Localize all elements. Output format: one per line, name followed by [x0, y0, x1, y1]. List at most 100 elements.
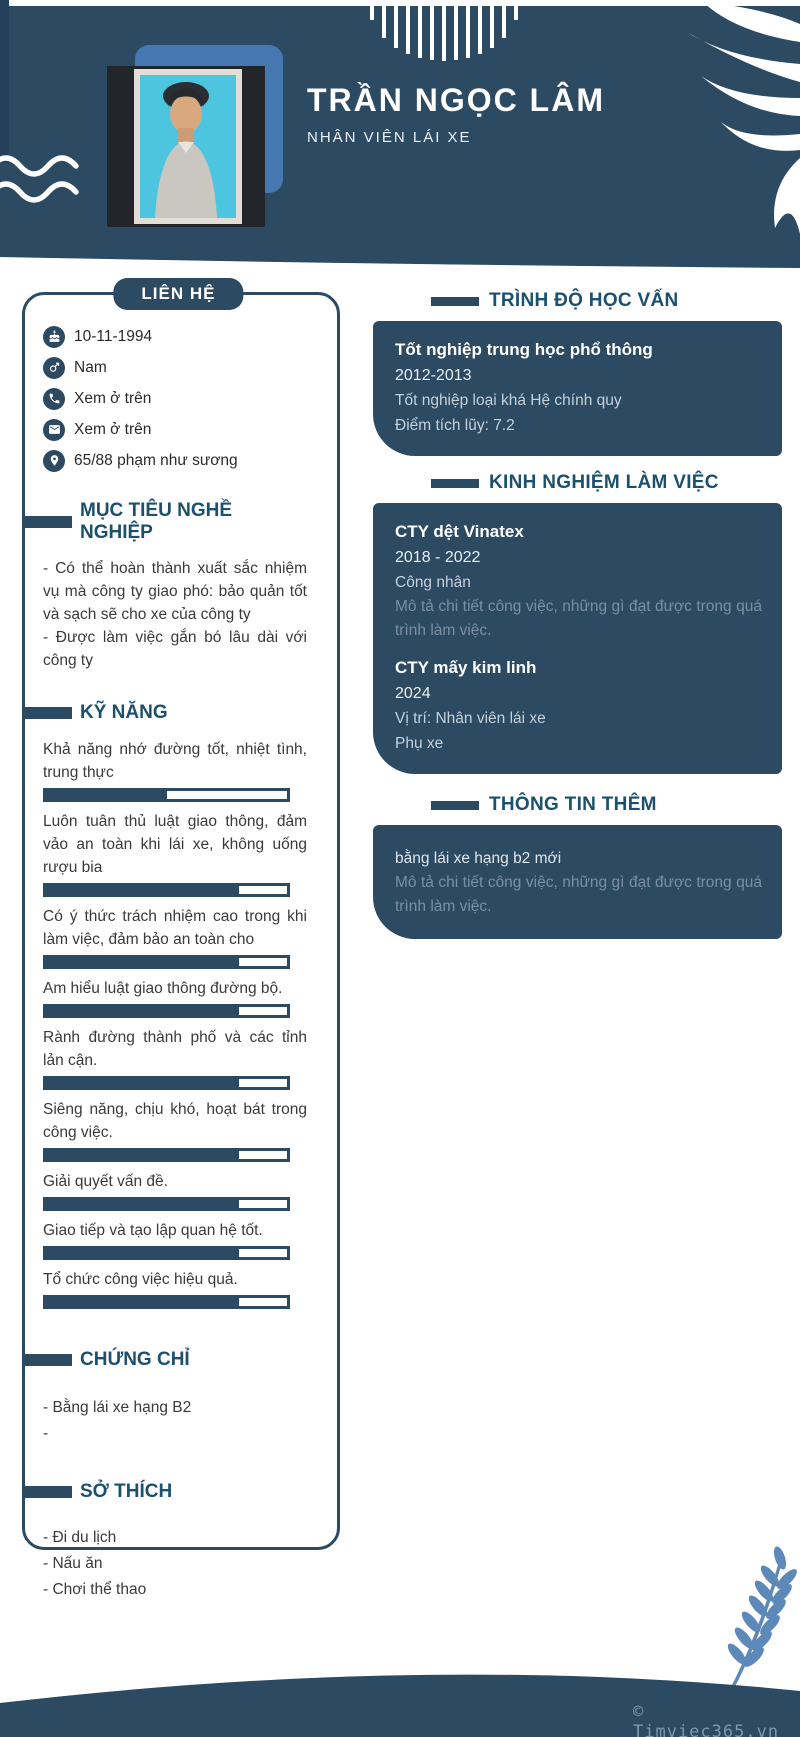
phone-value: Xem ở trên — [74, 389, 152, 407]
candidate-name: TRẦN NGỌC LÂM — [307, 82, 605, 118]
email-icon — [43, 418, 65, 441]
education-heading-label: TRÌNH ĐỘ HỌC VẤN — [489, 290, 679, 311]
location-icon — [43, 449, 65, 472]
education-section-heading: TRÌNH ĐỘ HỌC VẤN — [431, 290, 782, 312]
skill-bar-fill — [46, 1151, 239, 1159]
skill-item: Tổ chức công việc hiệu quả. — [43, 1268, 307, 1309]
main-content: TRÌNH ĐỘ HỌC VẤN Tốt nghiệp trung học ph… — [373, 290, 782, 939]
waves-icon — [0, 155, 79, 203]
skill-item: Siêng năng, chịu khó, hoạt bát trong côn… — [43, 1098, 307, 1162]
skills-section-heading: KỸ NĂNG — [22, 702, 307, 724]
objective-line: - Được làm việc gắn bó lâu dài với công … — [43, 629, 307, 669]
gender-icon — [43, 356, 65, 379]
heading-bar — [22, 1486, 72, 1498]
left-sidebar: LIÊN HỆ 10-11-1994 Nam Xem ở trên — [22, 278, 340, 1598]
skill-label: Am hiểu luật giao thông đường bộ. — [43, 980, 283, 997]
job-role: Công nhân — [395, 574, 471, 591]
hobbies-heading-label: SỞ THÍCH — [80, 1481, 173, 1502]
skill-item: Am hiểu luật giao thông đường bộ. — [43, 977, 307, 1018]
skill-bar — [43, 1246, 290, 1260]
education-period: 2012-2013 — [395, 367, 472, 384]
skill-label: Giao tiếp và tạo lập quan hệ tốt. — [43, 1222, 263, 1239]
skill-item: Khả năng nhớ đường tốt, nhiệt tình, trun… — [43, 738, 307, 802]
skill-bar — [43, 788, 290, 802]
contact-list: 10-11-1994 Nam Xem ở trên Xem ở trên — [43, 321, 307, 476]
certificates-list: - Bằng lái xe hạng B2 - — [43, 1395, 307, 1447]
heading-bar — [431, 296, 479, 306]
skill-bar — [43, 1295, 290, 1309]
heading-bar — [431, 478, 479, 488]
skills-heading-label: KỸ NĂNG — [80, 702, 168, 723]
footer-background — [0, 1674, 800, 1737]
objective-section-heading: MỤC TIÊU NGHỀ NGHIỆP — [22, 500, 307, 544]
skill-label: Có ý thức trách nhiệm cao trong khi làm … — [43, 908, 307, 948]
hobby-item: - Chơi thể thao — [43, 1581, 147, 1598]
education-card: Tốt nghiệp trung học phổ thông 2012-2013… — [373, 321, 782, 456]
skill-bar — [43, 883, 290, 897]
objective-heading-label: MỤC TIÊU NGHỀ NGHIỆP — [80, 500, 232, 543]
hobby-item: - Đi du lịch — [43, 1529, 117, 1546]
skill-label: Giải quyết vấn đề. — [43, 1173, 168, 1190]
skill-bar — [43, 1148, 290, 1162]
address-value: 65/88 phạm như sương — [74, 451, 238, 469]
candidate-job-title: NHÂN VIÊN LÁI XE — [307, 129, 472, 146]
education-detail: Tốt nghiệp loại khá Hệ chính quy — [395, 392, 622, 409]
additional-info-section-heading: THÔNG TIN THÊM — [431, 794, 782, 816]
objective-text: - Có thể hoàn thành xuất sắc nhiệm vụ mà… — [43, 557, 307, 672]
skill-label: Siêng năng, chịu khó, hoạt bát trong côn… — [43, 1101, 307, 1141]
job-extra: Phụ xe — [395, 735, 444, 752]
skill-bar — [43, 1004, 290, 1018]
certificate-item: - Bằng lái xe hạng B2 — [43, 1399, 192, 1416]
additional-info-card: bằng lái xe hạng b2 mới Mô tả chi tiết c… — [373, 825, 782, 939]
skill-bar-fill — [46, 1200, 239, 1208]
skill-bar-fill — [46, 886, 239, 894]
education-gpa: Điểm tích lũy: 7.2 — [395, 417, 515, 434]
header-stripes-decoration — [370, 0, 518, 61]
job-company: CTY mấy kim linh — [395, 658, 537, 677]
header-left-strip — [0, 0, 9, 163]
skill-item: Rành đường thành phố và các tỉnh lản cận… — [43, 1026, 307, 1090]
skill-item: Giải quyết vấn đề. — [43, 1170, 307, 1211]
contact-row-phone: Xem ở trên — [43, 383, 307, 414]
job-description: Mô tả chi tiết công việc, những gì đạt đ… — [395, 598, 762, 639]
experience-section-heading: KINH NGHIỆM LÀM VIỆC — [431, 472, 782, 494]
experience-heading-label: KINH NGHIỆM LÀM VIỆC — [489, 472, 719, 493]
skill-label: Tổ chức công việc hiệu quả. — [43, 1271, 238, 1288]
skill-label: Rành đường thành phố và các tỉnh lản cận… — [43, 1029, 307, 1069]
skill-bar-fill — [46, 1007, 239, 1015]
objective-line: - Có thể hoàn thành xuất sắc nhiệm vụ mà… — [43, 560, 307, 623]
additional-heading-label: THÔNG TIN THÊM — [489, 794, 657, 815]
skill-item: Có ý thức trách nhiệm cao trong khi làm … — [43, 905, 307, 969]
skill-bar-fill — [46, 958, 239, 966]
heading-bar — [431, 800, 479, 810]
skill-bar — [43, 1197, 290, 1211]
hobby-item: - Nấu ăn — [43, 1555, 103, 1572]
birthday-icon — [43, 325, 65, 348]
skills-list: Khả năng nhớ đường tốt, nhiệt tình, trun… — [43, 738, 307, 1309]
leaf-decoration-icon — [687, 2, 800, 234]
wheat-leaf-icon — [727, 1546, 797, 1694]
skill-bar — [43, 1076, 290, 1090]
heading-bar — [22, 1354, 72, 1366]
job-period: 2024 — [395, 685, 431, 702]
additional-title: bằng lái xe hạng b2 mới — [395, 850, 562, 867]
experience-card: CTY dệt Vinatex 2018 - 2022 Công nhân Mô… — [373, 503, 782, 774]
skill-bar — [43, 955, 290, 969]
contact-row-gender: Nam — [43, 352, 307, 383]
skill-bar-fill — [46, 1079, 239, 1087]
skill-label: Luôn tuân thủ luật giao thông, đảm vảo a… — [43, 813, 307, 876]
skill-bar-fill — [46, 1249, 239, 1257]
education-school: Tốt nghiệp trung học phổ thông — [395, 340, 653, 359]
watermark: © Timviec365.vn — [633, 1702, 780, 1737]
profile-photo — [107, 66, 265, 227]
experience-job: CTY mấy kim linh 2024 Vị trí: Nhân viên … — [395, 655, 762, 756]
job-role: Vị trí: Nhân viên lái xe — [395, 710, 546, 727]
hobbies-section-heading: SỞ THÍCH — [22, 1481, 307, 1503]
certificates-heading-label: CHỨNG CHỈ — [80, 1349, 190, 1370]
hobbies-list: - Đi du lịch - Nấu ăn - Chơi thể thao — [43, 1525, 307, 1603]
contact-heading: LIÊN HỆ — [113, 278, 244, 310]
phone-icon — [43, 387, 65, 410]
contact-row-address: 65/88 phạm như sương — [43, 445, 307, 476]
birthday-value: 10-11-1994 — [74, 327, 153, 345]
